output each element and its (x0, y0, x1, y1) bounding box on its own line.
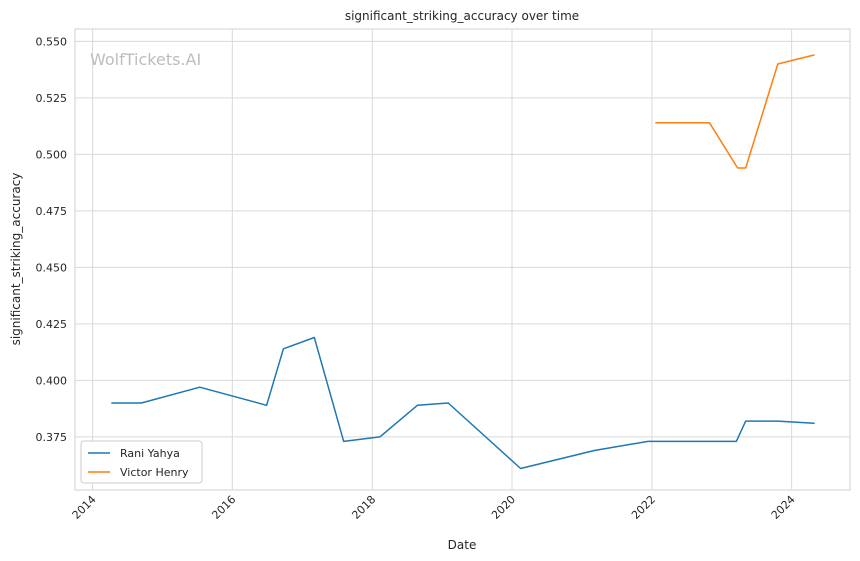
x-tick-label: 2018 (349, 493, 378, 522)
y-tick-label: 0.525 (36, 92, 68, 105)
x-tick-label: 2020 (489, 493, 518, 522)
x-tick-label: 2022 (629, 493, 658, 522)
y-tick-label: 0.425 (36, 318, 68, 331)
x-tick-labels: 2014 2016 2018 2020 2022 2024 (70, 493, 798, 522)
x-axis-title: Date (448, 538, 477, 552)
y-tick-label: 0.550 (36, 35, 68, 48)
y-tick-label: 0.400 (36, 374, 68, 387)
y-tick-label: 0.450 (36, 261, 68, 274)
x-gridlines (92, 29, 793, 490)
y-tick-label: 0.500 (36, 148, 68, 161)
legend-label: Rani Yahya (120, 447, 180, 460)
legend: Rani Yahya Victor Henry (80, 440, 203, 484)
legend-label: Victor Henry (120, 466, 189, 479)
series-lines (111, 54, 815, 470)
x-tick-label: 2014 (70, 493, 99, 522)
x-tick-label: 2024 (769, 493, 798, 522)
y-tick-label: 0.375 (36, 431, 68, 444)
y-axis-title: significant_striking_accuracy (9, 173, 23, 346)
plot-background (74, 28, 851, 491)
y-gridlines (75, 40, 850, 438)
y-tick-labels: 0.375 0.400 0.425 0.450 0.475 0.500 0.525 0.550 (36, 35, 68, 443)
chart-title: significant_striking_accuracy over time (345, 9, 579, 23)
y-tick-label: 0.475 (36, 205, 68, 218)
legend-box (80, 440, 203, 484)
series-line-victor-henry (655, 54, 815, 169)
series-line-rani-yahya (111, 336, 815, 470)
watermark-text: WolfTickets.AI (90, 50, 201, 69)
x-tick-label: 2016 (209, 493, 238, 522)
